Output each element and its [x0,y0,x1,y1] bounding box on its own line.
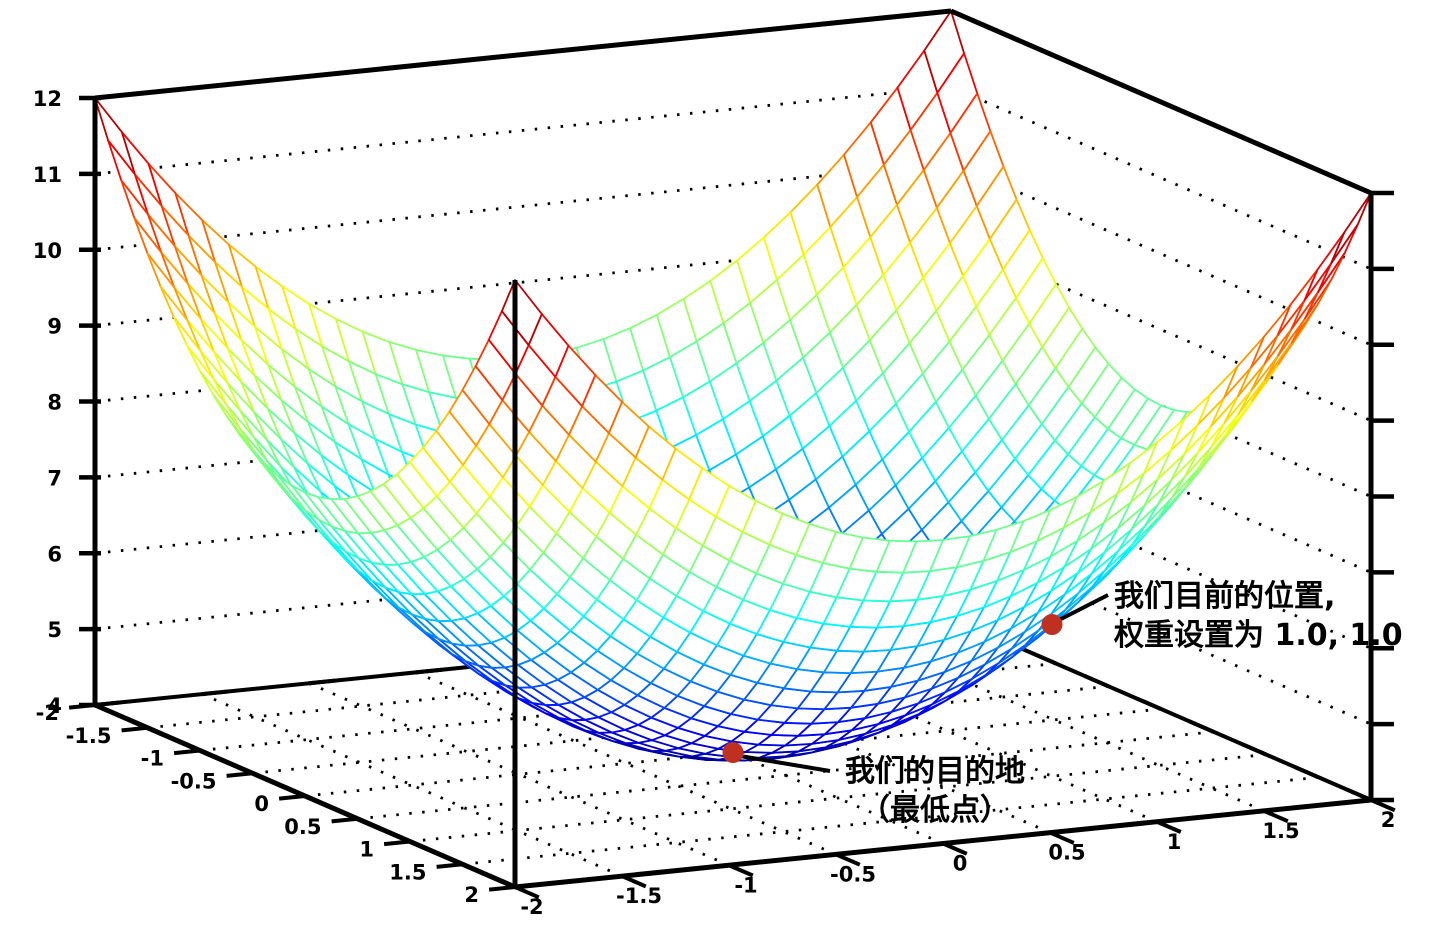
z-tick-label: 8 [47,391,62,415]
z-tick-label: 6 [47,542,62,566]
destination-marker-dot [722,742,744,763]
y-tick-label: 2 [1381,808,1396,832]
y-tick-label: 1.5 [1262,819,1299,843]
z-tick-label: 10 [33,239,62,263]
x-tick-label: 0.5 [284,815,321,839]
y-tick-label: -2 [520,895,543,919]
annotation-destination-line-2: （最低点） [860,793,1010,828]
surface-mesh [94,10,1372,762]
x-tick-label: -2 [36,701,59,725]
x-tick-label: 1 [359,838,374,862]
x-tick-label: 2 [464,883,479,907]
annotation-destination: 我们的目的地 （最低点） [770,752,1100,830]
z-tick-label: 4 [47,694,62,718]
z-tick-label: 12 [33,87,62,111]
z-tick-label: 7 [47,466,62,490]
y-tick-label: -0.5 [830,862,876,886]
annotation-destination-line-1: 我们的目的地 [845,754,1025,789]
x-tick-label: 1.5 [389,860,426,884]
x-tick-label: -1 [141,747,164,771]
y-tick-label: 1 [1167,830,1182,854]
x-tick-label: -1.5 [66,724,112,748]
axes [68,8,1396,900]
x-tick-label: 0 [254,792,269,816]
annotation-current-line-2: 权重设置为 1.0, 1.0 [1114,618,1403,653]
z-tick-label: 11 [33,163,62,187]
annotation-current-line-1: 我们目前的位置, [1114,579,1336,614]
y-tick-label: 0.5 [1048,841,1085,865]
x-tick-label: -0.5 [171,769,217,793]
annotation-current-position: 我们目前的位置, 权重设置为 1.0, 1.0 [1114,577,1403,655]
z-tick-label: 9 [47,315,62,339]
y-tick-label: -1.5 [616,884,662,908]
current-position-marker-dot [1041,614,1063,635]
y-tick-label: 0 [953,852,968,876]
y-tick-label: -1 [734,873,757,897]
z-tick-label: 5 [47,618,62,642]
annotation-markers [722,593,1109,773]
